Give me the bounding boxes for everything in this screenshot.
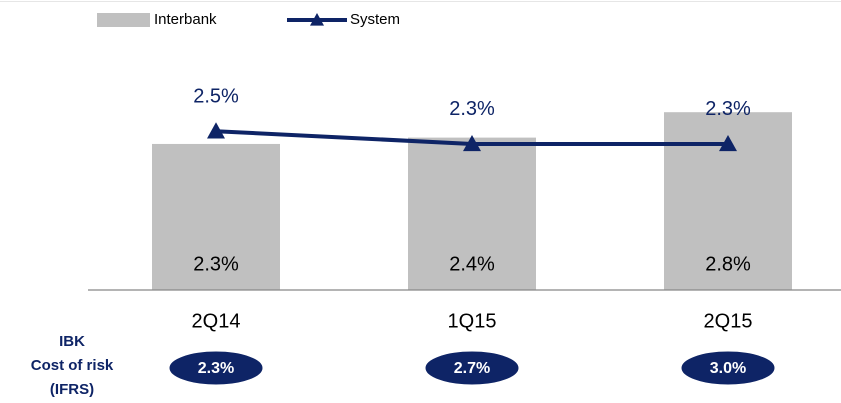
legend-swatch	[97, 13, 150, 27]
line-value-label: 2.3%	[705, 98, 751, 120]
line-marker	[719, 134, 737, 152]
x-tick-label: 2Q15	[704, 310, 753, 332]
summary-value: 3.0%	[710, 360, 746, 377]
x-tick-label: 1Q15	[448, 310, 497, 332]
summary-badge	[168, 350, 264, 386]
bar	[152, 143, 280, 290]
summary-value: 2.7%	[454, 360, 490, 377]
x-tick-label: 2Q14	[192, 310, 241, 332]
line-value-label: 2.5%	[193, 86, 239, 108]
summary-label: IBK	[59, 333, 85, 350]
summary-value: 2.3%	[198, 360, 234, 377]
legend-label: Interbank	[154, 11, 217, 28]
summary-badge	[424, 350, 520, 386]
legend-label: System	[350, 11, 400, 28]
line-value-label: 2.3%	[449, 98, 495, 120]
summary-label: (IFRS)	[50, 381, 94, 398]
bar	[408, 137, 536, 290]
bar-value-label: 2.8%	[705, 253, 751, 275]
summary-label: Cost of risk	[31, 357, 114, 374]
line-marker	[463, 134, 481, 152]
legend-marker	[310, 13, 324, 26]
summary-badge	[680, 350, 776, 386]
line-marker	[207, 122, 225, 139]
bar-value-label: 2.4%	[449, 253, 495, 275]
bar-value-label: 2.3%	[193, 253, 239, 275]
